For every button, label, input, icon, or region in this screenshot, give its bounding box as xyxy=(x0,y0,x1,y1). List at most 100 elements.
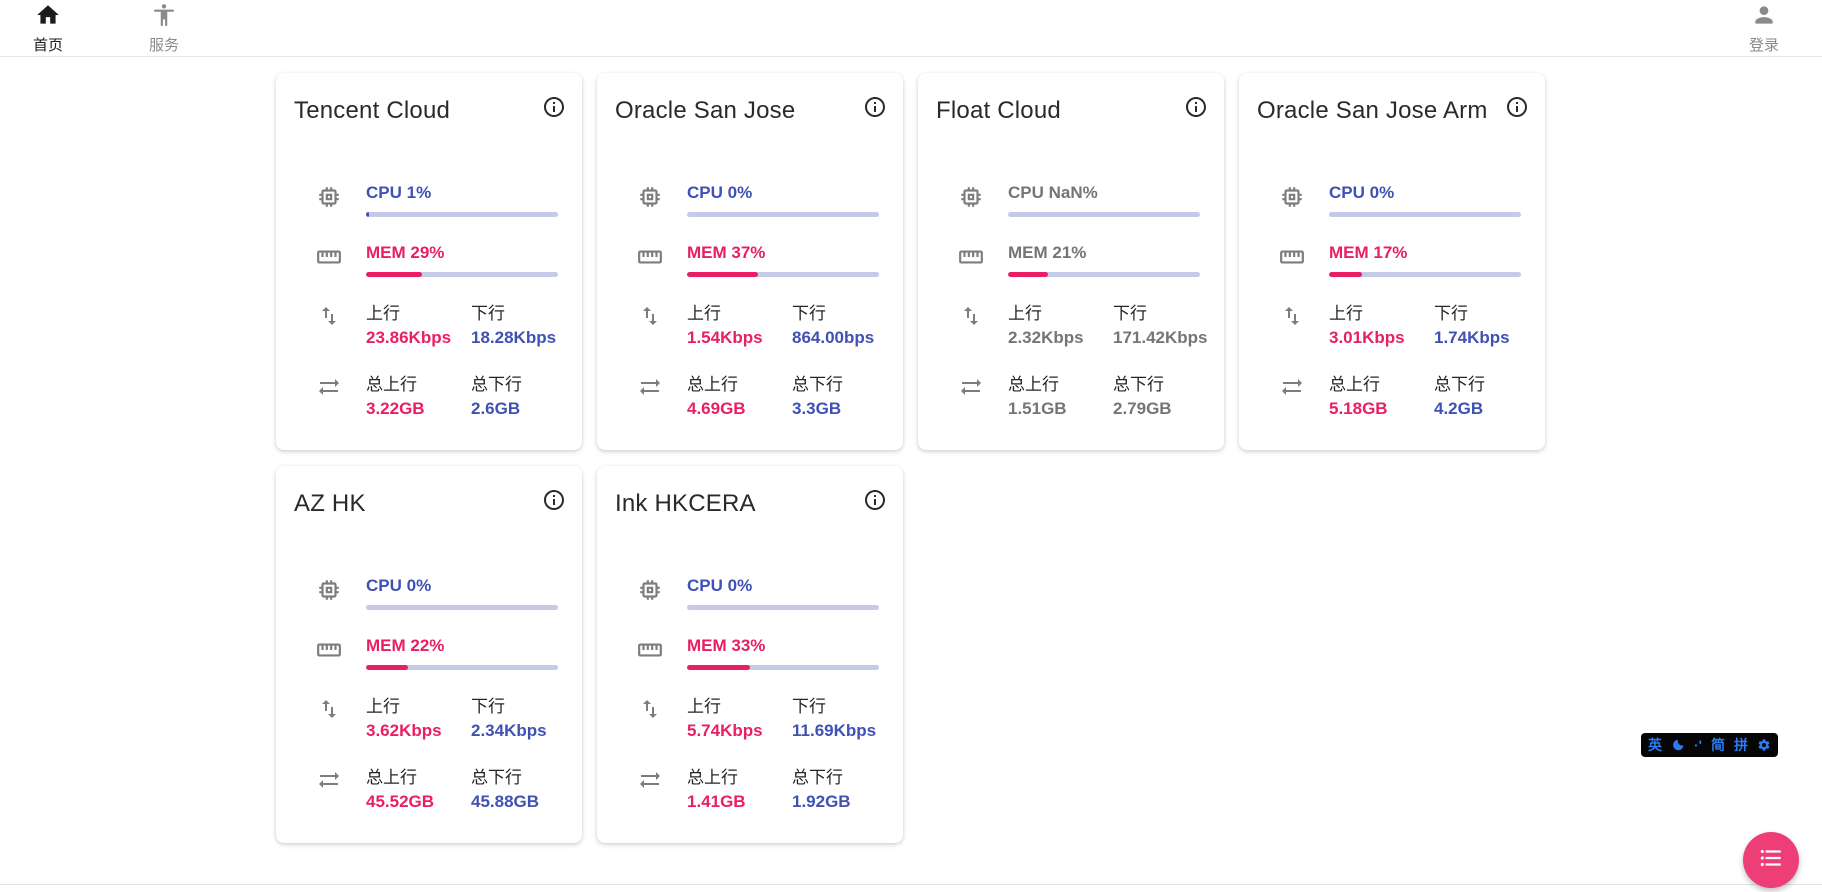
swap-vert-icon xyxy=(934,303,1008,348)
cpu-chip-icon xyxy=(934,183,1008,217)
download-speed-value: 864.00bps xyxy=(792,328,875,347)
ime-english-mode[interactable]: 英 xyxy=(1648,737,1662,753)
swap-vert-icon xyxy=(613,696,687,741)
swap-vert-icon xyxy=(292,303,366,348)
person-icon xyxy=(1751,2,1777,32)
total-download-label: 总下行 xyxy=(471,768,522,787)
mem-usage-label: MEM 33% xyxy=(687,636,766,655)
nav-home-label: 首页 xyxy=(32,36,63,54)
total-download-value: 3.3GB xyxy=(792,399,842,418)
upload-speed-value: 3.62Kbps xyxy=(366,721,442,740)
mem-row: MEM 37% xyxy=(613,243,887,277)
card-stats: CPU 1% MEM 29% xyxy=(292,183,566,419)
total-download-label: 总下行 xyxy=(792,375,843,394)
server-name: Tencent Cloud xyxy=(294,97,451,124)
mem-progress-bar xyxy=(1329,272,1521,277)
total-upload-value: 3.22GB xyxy=(366,399,425,418)
swap-vert-icon xyxy=(292,696,366,741)
cpu-progress-bar xyxy=(687,212,879,217)
nav-item-login[interactable]: 登录 xyxy=(1742,2,1786,55)
cpu-progress-bar xyxy=(1329,212,1521,217)
server-card: Oracle San Jose Arm CPU 0% xyxy=(1239,73,1545,450)
cpu-chip-icon xyxy=(613,576,687,610)
total-upload-label: 总上行 xyxy=(366,375,417,394)
ruler-icon xyxy=(613,243,687,277)
swap-horiz-icon xyxy=(934,374,1008,419)
total-download-value: 45.88GB xyxy=(471,792,540,811)
download-speed-value: 171.42Kbps xyxy=(1113,328,1208,347)
info-icon[interactable] xyxy=(1184,95,1208,119)
cpu-row: CPU 0% xyxy=(292,576,566,610)
mem-usage-label: MEM 37% xyxy=(687,243,766,262)
nav-login-label: 登录 xyxy=(1748,36,1779,54)
total-download-value: 2.6GB xyxy=(471,399,521,418)
ruler-icon xyxy=(292,243,366,277)
upload-label: 上行 xyxy=(1329,304,1363,323)
ime-punctuation-mode[interactable]: ·' xyxy=(1694,737,1702,753)
card-header: Float Cloud xyxy=(934,97,1208,125)
cpu-usage-label: CPU 0% xyxy=(366,576,432,595)
gear-icon[interactable] xyxy=(1757,733,1771,757)
cpu-chip-icon xyxy=(292,576,366,610)
mem-row: MEM 33% xyxy=(613,636,887,670)
info-icon[interactable] xyxy=(542,95,566,119)
ruler-icon xyxy=(934,243,1008,277)
top-nav: 首页 服务 登录 xyxy=(0,0,1822,57)
nav-item-home[interactable]: 首页 xyxy=(26,2,70,55)
total-upload-value: 1.41GB xyxy=(687,792,746,811)
cpu-usage-label: CPU 1% xyxy=(366,183,432,202)
mem-row: MEM 17% xyxy=(1255,243,1529,277)
total-upload-label: 总上行 xyxy=(1008,375,1059,394)
total-download-label: 总下行 xyxy=(1434,375,1485,394)
home-icon xyxy=(35,2,61,32)
total-upload-value: 4.69GB xyxy=(687,399,746,418)
ime-pinyin-mode[interactable]: 拼 xyxy=(1734,737,1748,753)
info-icon[interactable] xyxy=(542,488,566,512)
cpu-usage-label: CPU NaN% xyxy=(1008,183,1098,202)
total-download-value: 4.2GB xyxy=(1434,399,1484,418)
speed-row: 上行 1.54Kbps 下行 864.00bps xyxy=(613,303,887,348)
mem-row: MEM 29% xyxy=(292,243,566,277)
info-icon[interactable] xyxy=(863,95,887,119)
total-row: 总上行 5.18GB 总下行 4.2GB xyxy=(1255,374,1529,419)
moon-icon[interactable] xyxy=(1671,733,1685,757)
download-label: 下行 xyxy=(792,304,826,323)
upload-label: 上行 xyxy=(687,697,721,716)
swap-horiz-icon xyxy=(1255,374,1329,419)
total-download-label: 总下行 xyxy=(471,375,522,394)
nav-left-group: 首页 服务 xyxy=(26,2,186,55)
mem-row: MEM 21% xyxy=(934,243,1208,277)
server-list-fab[interactable] xyxy=(1743,832,1799,888)
card-stats: CPU 0% MEM 17% xyxy=(1255,183,1529,419)
upload-speed-value: 23.86Kbps xyxy=(366,328,452,347)
info-icon[interactable] xyxy=(1505,95,1529,119)
cpu-row: CPU 1% xyxy=(292,183,566,217)
cpu-progress-bar xyxy=(687,605,879,610)
ime-simplified-mode[interactable]: 简 xyxy=(1711,737,1725,753)
cpu-chip-icon xyxy=(613,183,687,217)
server-name: AZ HK xyxy=(294,490,366,517)
cpu-chip-icon xyxy=(1255,183,1329,217)
server-name: Float Cloud xyxy=(936,97,1061,124)
total-upload-value: 5.18GB xyxy=(1329,399,1388,418)
cpu-usage-label: CPU 0% xyxy=(1329,183,1395,202)
cpu-row: CPU 0% xyxy=(613,576,887,610)
total-upload-value: 45.52GB xyxy=(366,792,435,811)
speed-row: 上行 5.74Kbps 下行 11.69Kbps xyxy=(613,696,887,741)
info-icon[interactable] xyxy=(863,488,887,512)
total-download-value: 1.92GB xyxy=(792,792,851,811)
total-upload-value: 1.51GB xyxy=(1008,399,1067,418)
total-upload-label: 总上行 xyxy=(687,768,738,787)
cpu-usage-label: CPU 0% xyxy=(687,183,753,202)
server-card: Oracle San Jose CPU 0% xyxy=(597,73,903,450)
ruler-icon xyxy=(1255,243,1329,277)
swap-horiz-icon xyxy=(613,767,687,812)
cpu-progress-bar xyxy=(366,212,558,217)
mem-usage-label: MEM 17% xyxy=(1329,243,1408,262)
swap-horiz-icon xyxy=(292,767,366,812)
swap-horiz-icon xyxy=(292,374,366,419)
total-upload-label: 总上行 xyxy=(366,768,417,787)
nav-services-label: 服务 xyxy=(148,36,179,54)
nav-item-services[interactable]: 服务 xyxy=(142,2,186,55)
total-row: 总上行 4.69GB 总下行 3.3GB xyxy=(613,374,887,419)
